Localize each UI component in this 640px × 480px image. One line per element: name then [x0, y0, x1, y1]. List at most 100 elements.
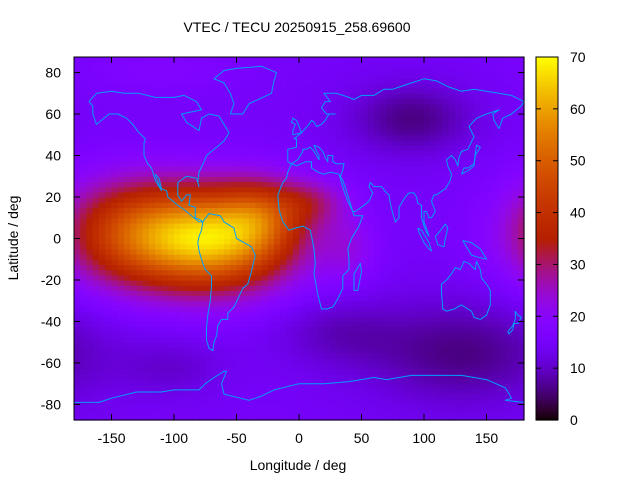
heatmap-cell — [505, 222, 513, 229]
heatmap-cell — [517, 295, 525, 302]
heatmap-cell — [355, 337, 363, 343]
heatmap-cell — [224, 134, 231, 141]
heatmap-cell — [317, 191, 325, 198]
heatmap-cell — [336, 124, 344, 131]
heatmap-cell — [174, 259, 181, 266]
heatmap-cell — [249, 139, 256, 146]
heatmap-cell — [136, 134, 144, 141]
heatmap-cell — [492, 238, 500, 245]
heatmap-cell — [349, 321, 356, 328]
heatmap-cell — [417, 300, 425, 307]
heatmap-cell — [392, 326, 400, 333]
heatmap-cell — [349, 352, 356, 359]
heatmap-cell — [167, 212, 175, 219]
heatmap-cell — [242, 394, 250, 400]
heatmap-cell — [330, 238, 338, 245]
heatmap-cell — [130, 222, 138, 229]
heatmap-cell — [180, 388, 188, 395]
heatmap-cell — [455, 331, 463, 338]
heatmap-cell — [149, 176, 156, 183]
heatmap-cell — [149, 378, 156, 385]
heatmap-cell — [492, 331, 500, 338]
heatmap-cell — [167, 82, 175, 89]
heatmap-cell — [249, 394, 256, 400]
heatmap-cell — [480, 160, 488, 167]
heatmap-cell — [467, 186, 475, 193]
heatmap-cell — [105, 171, 113, 177]
heatmap-cell — [286, 404, 294, 411]
heatmap-cell — [517, 254, 525, 260]
heatmap-cell — [436, 197, 444, 203]
heatmap-cell — [142, 274, 150, 281]
heatmap-cell — [205, 119, 213, 126]
heatmap-cell — [374, 290, 381, 297]
heatmap-cell — [330, 305, 338, 312]
heatmap-cell — [411, 248, 419, 255]
heatmap-cell — [92, 202, 100, 208]
heatmap-cell — [174, 139, 181, 146]
heatmap-cell — [74, 295, 81, 302]
heatmap-cell — [180, 171, 188, 177]
heatmap-cell — [486, 228, 494, 234]
heatmap-cell — [224, 373, 231, 380]
heatmap-cell — [174, 98, 181, 105]
heatmap-cell — [167, 321, 175, 328]
heatmap-cell — [230, 238, 238, 245]
heatmap-cell — [430, 326, 438, 333]
heatmap-cell — [99, 93, 106, 100]
heatmap-cell — [180, 150, 188, 157]
heatmap-cell — [349, 254, 356, 260]
heatmap-cell — [249, 259, 256, 266]
heatmap-cell — [305, 98, 313, 105]
heatmap-cell — [205, 383, 213, 390]
heatmap-cell — [155, 305, 163, 312]
heatmap-cell — [111, 145, 119, 151]
heatmap-cell — [355, 207, 363, 214]
heatmap-cell — [155, 285, 163, 291]
heatmap-cell — [230, 352, 238, 359]
heatmap-cell — [242, 134, 250, 141]
heatmap-cell — [249, 295, 256, 302]
heatmap-cell — [336, 119, 344, 126]
heatmap-cell — [230, 243, 238, 250]
heatmap-cell — [167, 264, 175, 271]
heatmap-cell — [367, 305, 375, 312]
heatmap-cell — [211, 129, 219, 136]
heatmap-cell — [361, 274, 369, 281]
heatmap-cell — [155, 264, 163, 271]
heatmap-cell — [380, 373, 388, 380]
heatmap-cell — [467, 352, 475, 359]
heatmap-cell — [255, 119, 263, 126]
heatmap-cell — [236, 347, 244, 354]
heatmap-cell — [155, 331, 163, 338]
heatmap-cell — [499, 238, 506, 245]
heatmap-cell — [455, 222, 463, 229]
heatmap-cell — [324, 357, 331, 364]
heatmap-cell — [255, 217, 263, 224]
heatmap-cell — [474, 171, 481, 177]
heatmap-cell — [480, 373, 488, 380]
heatmap-cell — [386, 378, 394, 385]
heatmap-cell — [142, 67, 150, 74]
heatmap-cell — [380, 108, 388, 115]
heatmap-cell — [130, 248, 138, 255]
heatmap-cell — [442, 88, 450, 94]
heatmap-cell — [349, 290, 356, 297]
heatmap-cell — [99, 207, 106, 214]
heatmap-cell — [330, 88, 338, 94]
heatmap-cell — [180, 134, 188, 141]
heatmap-cell — [499, 67, 506, 74]
heatmap-cell — [436, 368, 444, 374]
heatmap-cell — [517, 357, 525, 364]
heatmap-cell — [236, 197, 244, 203]
heatmap-cell — [80, 207, 88, 214]
heatmap-cell — [336, 186, 344, 193]
heatmap-cell — [417, 409, 425, 416]
heatmap-cell — [186, 305, 194, 312]
heatmap-cell — [242, 331, 250, 338]
heatmap-cell — [155, 88, 163, 94]
heatmap-cell — [274, 300, 281, 307]
heatmap-cell — [99, 394, 106, 400]
heatmap-cell — [455, 82, 463, 89]
heatmap-cell — [455, 394, 463, 400]
